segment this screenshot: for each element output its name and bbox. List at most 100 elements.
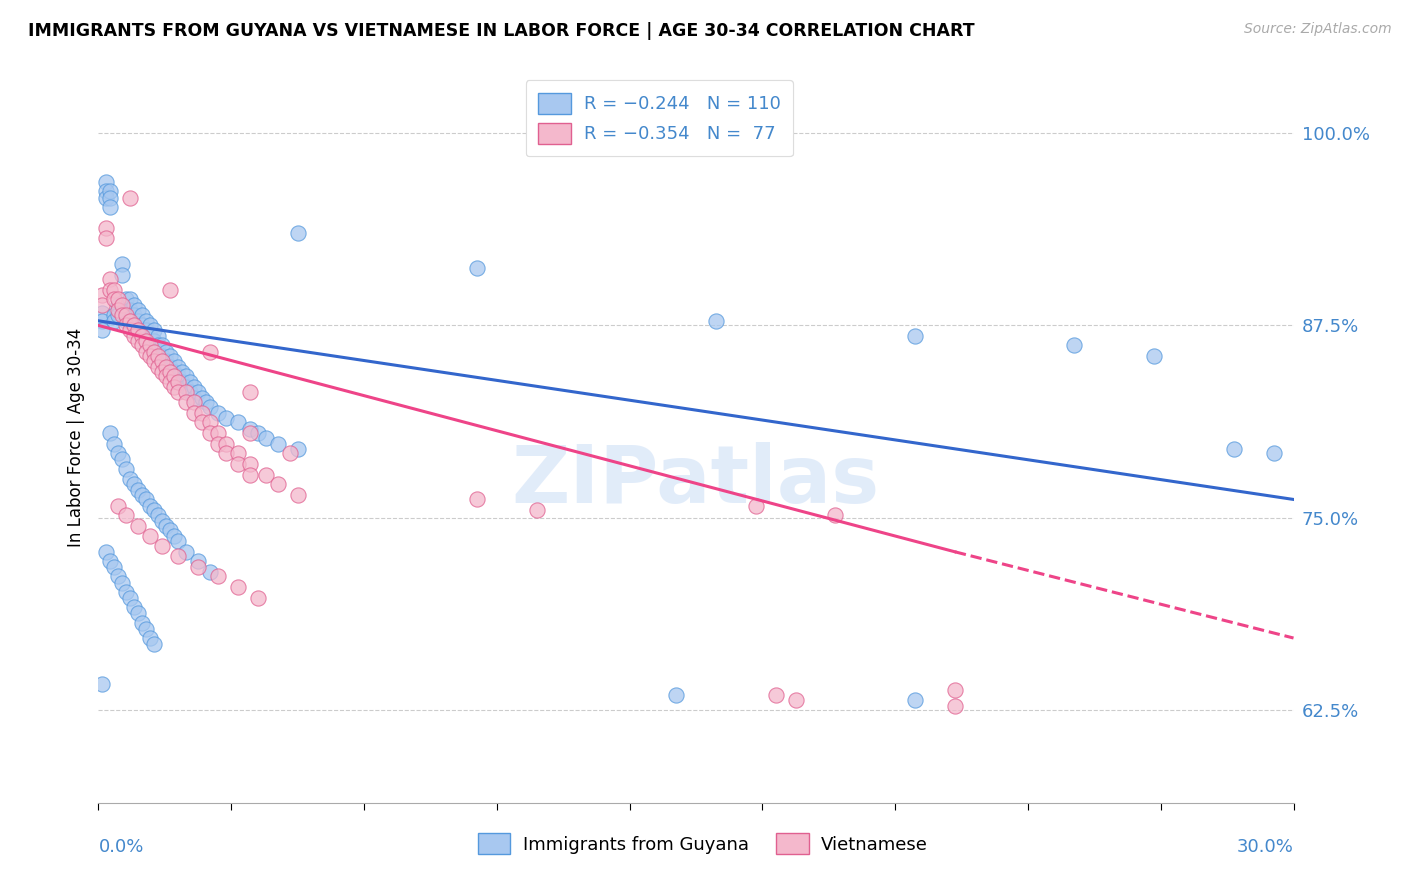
- Point: [191, 406, 214, 420]
- Point: [745, 499, 768, 513]
- Point: [115, 303, 138, 318]
- Text: 0.0%: 0.0%: [98, 838, 143, 855]
- Point: [120, 303, 142, 318]
- Point: [135, 492, 157, 507]
- Point: [465, 261, 488, 276]
- Point: [172, 365, 194, 379]
- Point: [163, 354, 186, 368]
- Point: [135, 622, 157, 636]
- Point: [215, 410, 238, 425]
- Point: [96, 230, 118, 244]
- Point: [179, 384, 201, 399]
- Point: [131, 308, 153, 322]
- Point: [207, 569, 229, 583]
- Point: [215, 437, 238, 451]
- Point: [103, 560, 125, 574]
- Point: [139, 338, 162, 352]
- Point: [148, 338, 170, 352]
- Legend: R = −0.244   N = 110, R = −0.354   N =  77: R = −0.244 N = 110, R = −0.354 N = 77: [526, 80, 793, 156]
- Point: [120, 314, 142, 328]
- Point: [124, 329, 146, 343]
- Point: [159, 523, 181, 537]
- Point: [943, 683, 966, 698]
- Point: [150, 365, 173, 379]
- Point: [159, 365, 181, 379]
- Point: [198, 426, 221, 441]
- Point: [267, 437, 290, 451]
- Point: [278, 446, 301, 460]
- Point: [139, 499, 162, 513]
- Point: [131, 318, 153, 333]
- Text: 30.0%: 30.0%: [1237, 838, 1294, 855]
- Point: [139, 349, 162, 363]
- Y-axis label: In Labor Force | Age 30-34: In Labor Force | Age 30-34: [66, 327, 84, 547]
- Point: [107, 303, 129, 318]
- Point: [143, 637, 166, 651]
- Point: [198, 344, 221, 359]
- Point: [148, 329, 170, 343]
- Point: [139, 529, 162, 543]
- Point: [135, 344, 157, 359]
- Point: [127, 303, 149, 318]
- Point: [1263, 446, 1285, 460]
- Point: [198, 400, 221, 414]
- Point: [174, 369, 197, 384]
- Point: [115, 461, 138, 475]
- Point: [107, 308, 129, 322]
- Legend: Immigrants from Guyana, Vietnamese: Immigrants from Guyana, Vietnamese: [467, 822, 939, 865]
- Point: [120, 472, 142, 486]
- Point: [139, 631, 162, 645]
- Point: [96, 545, 118, 559]
- Point: [131, 329, 153, 343]
- Point: [191, 416, 214, 430]
- Point: [143, 323, 166, 337]
- Point: [91, 323, 114, 337]
- Point: [172, 376, 194, 390]
- Point: [167, 369, 190, 384]
- Point: [124, 298, 146, 312]
- Point: [287, 442, 309, 456]
- Point: [111, 575, 134, 590]
- Point: [148, 359, 170, 374]
- Point: [155, 518, 177, 533]
- Point: [91, 306, 114, 320]
- Point: [98, 185, 122, 199]
- Point: [167, 359, 190, 374]
- Point: [665, 688, 688, 702]
- Point: [239, 384, 262, 399]
- Point: [115, 318, 138, 333]
- Point: [150, 514, 173, 528]
- Point: [159, 349, 181, 363]
- Point: [111, 268, 134, 282]
- Point: [115, 308, 138, 322]
- Point: [207, 406, 229, 420]
- Point: [943, 698, 966, 713]
- Point: [226, 457, 249, 471]
- Point: [135, 334, 157, 348]
- Point: [155, 344, 177, 359]
- Point: [96, 221, 118, 235]
- Point: [107, 298, 129, 312]
- Point: [135, 323, 157, 337]
- Point: [174, 384, 197, 399]
- Point: [115, 584, 138, 599]
- Point: [904, 329, 927, 343]
- Point: [131, 615, 153, 630]
- Point: [103, 283, 125, 297]
- Point: [96, 191, 118, 205]
- Point: [183, 406, 205, 420]
- Point: [191, 391, 214, 405]
- Point: [187, 560, 209, 574]
- Point: [1143, 349, 1166, 363]
- Point: [98, 200, 122, 214]
- Point: [239, 426, 262, 441]
- Point: [148, 349, 170, 363]
- Point: [103, 314, 125, 328]
- Point: [91, 287, 114, 301]
- Point: [239, 422, 262, 436]
- Point: [107, 446, 129, 460]
- Text: IMMIGRANTS FROM GUYANA VS VIETNAMESE IN LABOR FORCE | AGE 30-34 CORRELATION CHAR: IMMIGRANTS FROM GUYANA VS VIETNAMESE IN …: [28, 22, 974, 40]
- Point: [167, 534, 190, 549]
- Point: [98, 554, 122, 568]
- Text: Source: ZipAtlas.com: Source: ZipAtlas.com: [1244, 22, 1392, 37]
